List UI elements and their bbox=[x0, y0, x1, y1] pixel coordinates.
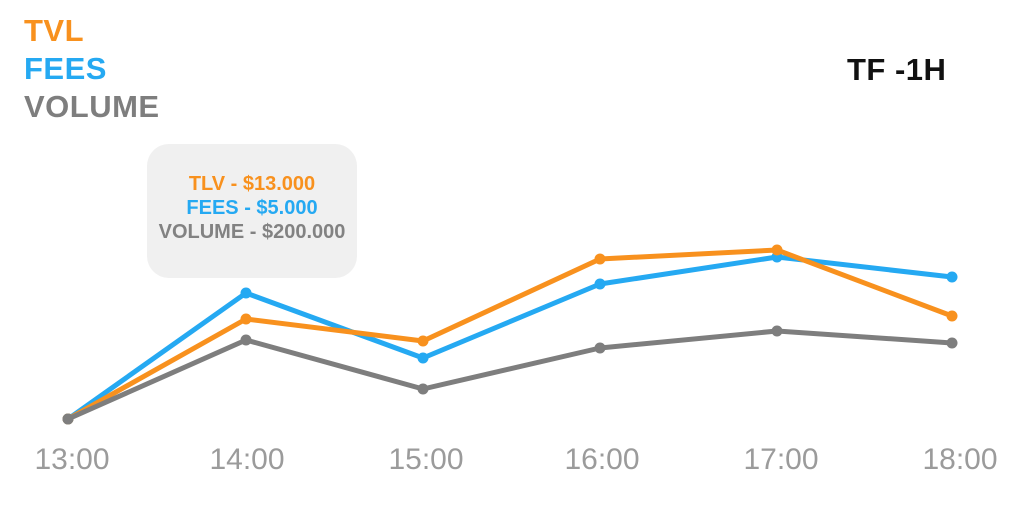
series-line-tvl bbox=[65, 247, 955, 422]
series-line-volume bbox=[65, 328, 955, 422]
data-point-tvl-17:00[interactable] bbox=[771, 244, 783, 256]
data-point-tvl-16:00[interactable] bbox=[594, 253, 606, 265]
x-axis: 13:00 14:00 15:00 16:00 17:00 18:00 bbox=[0, 443, 1024, 479]
tooltip-line-volume: VOLUME - $200.000 bbox=[158, 221, 346, 243]
x-axis-label-18:00: 18:00 bbox=[922, 443, 998, 476]
x-axis-label-17:00: 17:00 bbox=[743, 443, 819, 476]
x-axis-label-16:00: 16:00 bbox=[564, 443, 640, 476]
x-axis-label-14:00: 14:00 bbox=[209, 443, 285, 476]
data-point-tvl-14:00[interactable] bbox=[240, 313, 252, 325]
data-point-tvl-18:00[interactable] bbox=[946, 310, 958, 322]
data-point-fees-15:00[interactable] bbox=[417, 352, 429, 364]
chart-legend: TVL FEES VOLUME bbox=[24, 12, 160, 126]
data-point-volume-17:00[interactable] bbox=[771, 325, 783, 337]
legend-item-volume[interactable]: VOLUME bbox=[24, 89, 160, 124]
tooltip-line-fees: FEES - $5.000 bbox=[186, 197, 318, 219]
data-point-volume-13:00[interactable] bbox=[62, 413, 74, 425]
x-axis-label-13:00: 13:00 bbox=[34, 443, 110, 476]
data-point-volume-14:00[interactable] bbox=[240, 334, 252, 346]
data-point-volume-16:00[interactable] bbox=[594, 342, 606, 354]
x-axis-label-15:00: 15:00 bbox=[388, 443, 464, 476]
series-line-fees bbox=[65, 254, 955, 422]
data-point-fees-14:00[interactable] bbox=[240, 287, 252, 299]
chart-tooltip: TLV - $13.000 FEES - $5.000 VOLUME - $20… bbox=[147, 144, 357, 278]
timeframe-label[interactable]: TF -1H bbox=[847, 52, 947, 87]
data-point-volume-18:00[interactable] bbox=[946, 337, 958, 349]
tooltip-line-tvl: TLV - $13.000 bbox=[188, 173, 316, 195]
legend-item-fees[interactable]: FEES bbox=[24, 51, 107, 86]
data-point-fees-18:00[interactable] bbox=[946, 271, 958, 283]
legend-item-tvl[interactable]: TVL bbox=[24, 13, 85, 48]
data-point-tvl-15:00[interactable] bbox=[417, 335, 429, 347]
data-point-fees-16:00[interactable] bbox=[594, 278, 606, 290]
data-point-volume-15:00[interactable] bbox=[417, 383, 429, 395]
